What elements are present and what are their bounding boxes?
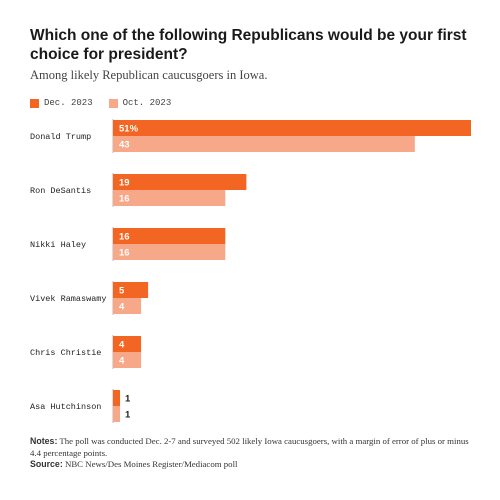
bar-asa-hutchinson-oct-2023 [113, 406, 121, 422]
chart-notes: Notes: The poll was conducted Dec. 2-7 a… [30, 436, 480, 471]
category-label-chris-christie: Chris Christie [30, 348, 101, 358]
legend-label-oct: Oct. 2023 [122, 98, 172, 108]
source-label: Source: [30, 459, 63, 469]
source-line: Source: NBC News/Des Moines Register/Med… [30, 459, 480, 471]
bar-ron-desantis-dec-2023 [113, 174, 247, 190]
bar-nikki-haley-dec-2023 [113, 228, 226, 244]
bar-nikki-haley-oct-2023 [113, 244, 226, 260]
chart-title: Which one of the following Republicans w… [30, 27, 467, 63]
legend-item-dec: Dec. 2023 [30, 98, 93, 108]
bar-donald-trump-oct-2023 [113, 136, 415, 152]
category-label-vivek-ramaswamy: Vivek Ramaswamy [30, 294, 107, 304]
category-label-asa-hutchinson: Asa Hutchinson [30, 402, 101, 412]
bar-vivek-ramaswamy-oct-2023 [113, 298, 142, 314]
chart-subtitle: Among likely Republican caucusgoers in I… [30, 68, 268, 82]
bar-vivek-ramaswamy-dec-2023 [113, 282, 149, 298]
value-label-asa-hutchinson-dec-2023: 1 [125, 394, 131, 405]
bar-donald-trump-dec-2023 [113, 120, 471, 136]
value-label-donald-trump-dec-2023: 51% [119, 124, 139, 135]
bar-chris-christie-dec-2023 [113, 336, 142, 352]
legend-swatch-dec [30, 98, 39, 108]
value-label-ron-desantis-dec-2023: 19 [119, 178, 130, 189]
notes-label: Notes: [30, 436, 58, 446]
category-label-donald-trump: Donald Trump [30, 132, 91, 142]
legend-item-oct: Oct. 2023 [108, 98, 172, 108]
bar-chris-christie-oct-2023 [113, 352, 142, 368]
notes-text: The poll was conducted Dec. 2-7 and surv… [30, 436, 469, 458]
bar-ron-desantis-oct-2023 [113, 190, 226, 206]
value-label-chris-christie-dec-2023: 4 [119, 340, 125, 351]
source-text: NBC News/Des Moines Register/Mediacom po… [62, 459, 238, 469]
value-label-chris-christie-oct-2023: 4 [119, 356, 125, 367]
legend-swatch-oct [108, 98, 118, 108]
value-label-asa-hutchinson-oct-2023: 1 [125, 410, 131, 421]
value-label-ron-desantis-oct-2023: 16 [119, 194, 130, 205]
value-label-nikki-haley-oct-2023: 16 [119, 248, 130, 259]
legend: Dec. 2023 Oct. 2023 [30, 98, 187, 108]
value-label-vivek-ramaswamy-dec-2023: 5 [119, 286, 125, 297]
legend-label-dec: Dec. 2023 [44, 98, 93, 108]
bar-asa-hutchinson-dec-2023 [113, 390, 121, 406]
bar-chart: Donald Trump 51% 43 Ron DeSantis 19 16 Nikki H… [30, 119, 471, 423]
notes-line: Notes: The poll was conducted Dec. 2-7 a… [30, 436, 480, 459]
category-label-ron-desantis: Ron DeSantis [30, 186, 91, 196]
value-label-donald-trump-oct-2023: 43 [119, 140, 130, 151]
value-label-nikki-haley-dec-2023: 16 [119, 232, 130, 243]
category-label-nikki-haley: Nikki Haley [30, 240, 86, 250]
value-label-vivek-ramaswamy-oct-2023: 4 [119, 302, 125, 313]
